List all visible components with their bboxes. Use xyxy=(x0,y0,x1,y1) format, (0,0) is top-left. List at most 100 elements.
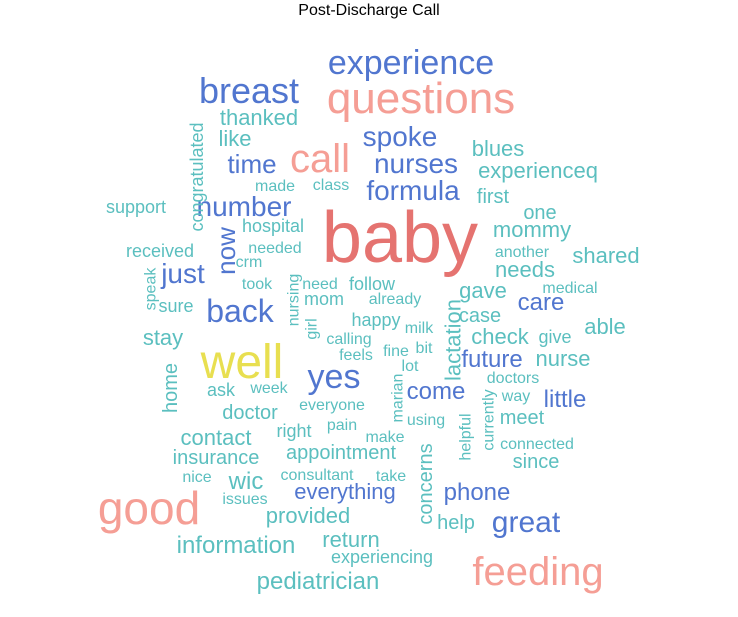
cloud-word-right: right xyxy=(276,421,311,441)
cloud-word-call: call xyxy=(290,137,350,181)
cloud-word-everything: everything xyxy=(294,479,396,504)
cloud-word-well: well xyxy=(200,336,284,389)
cloud-word-everyone: everyone xyxy=(299,397,365,414)
cloud-word-care: care xyxy=(518,289,565,316)
cloud-word-pediatrician: pediatrician xyxy=(257,568,380,595)
cloud-word-stay: stay xyxy=(143,325,183,350)
cloud-word-support: support xyxy=(106,197,166,217)
cloud-word-fine: fine xyxy=(383,343,409,360)
cloud-word-now: now xyxy=(211,227,241,275)
cloud-word-yes: yes xyxy=(308,358,361,396)
cloud-word-congratulated: congratulated xyxy=(187,122,207,231)
cloud-word-nurses: nurses xyxy=(374,148,458,179)
cloud-word-spoke: spoke xyxy=(363,121,438,152)
cloud-word-mom: mom xyxy=(304,289,344,309)
cloud-word-return: return xyxy=(322,527,379,552)
cloud-word-mommy: mommy xyxy=(493,217,571,242)
cloud-word-back: back xyxy=(206,293,275,329)
cloud-word-feeding: feeding xyxy=(472,550,603,594)
cloud-word-able: able xyxy=(584,314,626,339)
cloud-word-class: class xyxy=(313,177,349,194)
cloud-word-milk: milk xyxy=(405,320,434,337)
cloud-word-formula: formula xyxy=(366,175,460,206)
cloud-word-follow: follow xyxy=(349,274,396,294)
cloud-word-time: time xyxy=(227,149,276,179)
cloud-word-take: take xyxy=(376,468,406,485)
cloud-word-consultant: consultant xyxy=(281,467,354,484)
cloud-word-good: good xyxy=(98,482,200,534)
cloud-word-made: made xyxy=(255,178,295,195)
cloud-word-future: future xyxy=(461,346,522,373)
cloud-word-gave: gave xyxy=(459,278,507,303)
chart-title: Post-Discharge Call xyxy=(298,2,440,19)
cloud-word-another: another xyxy=(495,244,550,261)
cloud-word-breast: breast xyxy=(199,70,299,111)
cloud-word-using: using xyxy=(407,412,445,429)
cloud-word-took: took xyxy=(242,276,273,293)
cloud-word-meet: meet xyxy=(500,407,545,429)
cloud-word-experience: experience xyxy=(328,44,494,82)
cloud-word-hospital: hospital xyxy=(242,216,304,236)
cloud-word-check: check xyxy=(471,324,529,349)
cloud-word-concerns: concerns xyxy=(415,443,437,524)
cloud-word-feels: feels xyxy=(339,347,373,364)
cloud-word-connected: connected xyxy=(500,436,574,453)
cloud-word-great: great xyxy=(492,506,561,539)
cloud-word-doctor: doctor xyxy=(222,402,278,424)
cloud-word-girl: girl xyxy=(304,318,321,339)
cloud-word-sure: sure xyxy=(158,296,193,316)
cloud-word-baby: baby xyxy=(322,198,478,278)
cloud-word-make: make xyxy=(365,429,404,446)
cloud-word-already: already xyxy=(369,291,421,308)
cloud-word-shared: shared xyxy=(572,243,639,268)
cloud-word-help: help xyxy=(437,512,475,534)
cloud-word-calling: calling xyxy=(326,331,371,348)
cloud-word-thanked: thanked xyxy=(220,105,298,130)
cloud-word-home: home xyxy=(160,363,182,413)
cloud-word-information: information xyxy=(177,532,296,559)
cloud-word-contact: contact xyxy=(181,425,252,450)
cloud-word-helpful: helpful xyxy=(458,413,475,460)
cloud-word-doctors: doctors xyxy=(487,370,539,387)
cloud-word-experienceq: experienceq xyxy=(478,158,598,183)
cloud-word-phone: phone xyxy=(444,479,511,506)
cloud-word-speak: speak xyxy=(143,267,160,311)
cloud-word-wic: wic xyxy=(228,468,264,495)
cloud-word-medical: medical xyxy=(542,280,597,297)
cloud-word-appointment: appointment xyxy=(286,442,397,464)
cloud-word-need: need xyxy=(302,276,338,293)
cloud-word-since: since xyxy=(513,451,560,473)
cloud-word-received: received xyxy=(126,241,194,261)
cloud-word-issues: issues xyxy=(222,491,267,508)
cloud-word-currently: currently xyxy=(481,389,498,450)
cloud-word-lactation: lactation xyxy=(441,299,466,381)
cloud-word-provided: provided xyxy=(266,503,350,528)
cloud-word-little: little xyxy=(544,386,587,413)
cloud-word-nursing: nursing xyxy=(286,274,303,326)
cloud-word-nurse: nurse xyxy=(535,346,590,371)
cloud-word-come: come xyxy=(407,378,466,405)
cloud-word-one: one xyxy=(523,202,556,224)
cloud-word-just: just xyxy=(160,258,205,289)
cloud-word-nice: nice xyxy=(182,469,211,486)
cloud-word-blues: blues xyxy=(472,136,525,161)
cloud-word-needs: needs xyxy=(495,257,555,282)
cloud-word-week: week xyxy=(249,380,288,397)
cloud-word-give: give xyxy=(538,327,571,347)
cloud-word-happy: happy xyxy=(351,310,400,330)
cloud-word-lot: lot xyxy=(402,358,419,375)
cloud-word-like: like xyxy=(218,126,251,151)
cloud-word-ask: ask xyxy=(207,380,236,400)
cloud-word-first: first xyxy=(477,186,510,208)
cloud-word-insurance: insurance xyxy=(173,447,260,469)
cloud-word-case: case xyxy=(459,305,501,327)
cloud-word-experiencing: experiencing xyxy=(331,547,433,567)
cloud-word-pain: pain xyxy=(327,417,357,434)
cloud-word-number: number xyxy=(197,191,292,222)
cloud-word-needed: needed xyxy=(248,240,301,257)
cloud-word-marian: marian xyxy=(390,374,407,423)
cloud-word-crm: crm xyxy=(236,254,263,271)
cloud-word-bit: bit xyxy=(416,340,433,357)
